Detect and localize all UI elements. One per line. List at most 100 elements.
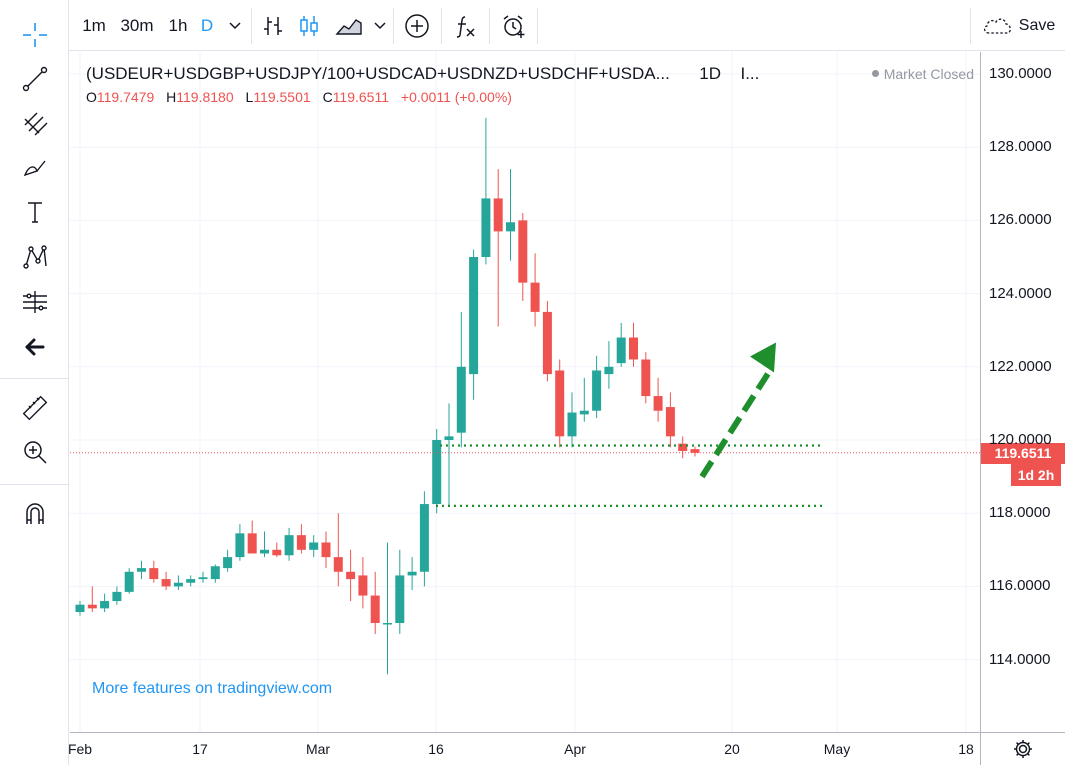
candle-body (395, 575, 405, 623)
candle-body (469, 257, 479, 375)
magnet-tool[interactable] (0, 494, 69, 534)
time-tick-label: 20 (724, 741, 740, 757)
price-axis[interactable]: 119.6511 1d 2h 130.0000 128.0000 126.0000 1… (980, 52, 1065, 732)
candles-icon (300, 15, 318, 36)
forecast-arrow-head-icon (750, 342, 776, 373)
candle-body (444, 436, 454, 440)
open-label: O (86, 89, 97, 105)
candles-style-button[interactable] (291, 0, 327, 51)
save-label: Save (1018, 16, 1056, 34)
candle-body (419, 504, 429, 572)
pattern-tool[interactable] (0, 237, 69, 277)
interval-dropdown-button[interactable] (221, 0, 249, 51)
candlestick-chart (70, 52, 980, 732)
price-tick-label: 128.0000 (989, 138, 1052, 156)
indicators-button[interactable] (445, 0, 487, 51)
low-value: 119.5501 (253, 89, 311, 105)
tradingview-link[interactable]: More features on tradingview.com (92, 680, 333, 697)
candle-body (112, 591, 122, 602)
candle-body (518, 220, 528, 283)
candle-body (616, 337, 626, 364)
price-tick-label: 120.0000 (989, 431, 1052, 448)
brush-tool[interactable] (0, 147, 69, 187)
brush-icon (23, 160, 46, 177)
interval-30m-button[interactable]: 30m (120, 15, 154, 35)
candle-body (223, 557, 233, 569)
toolbar-divider (537, 8, 538, 44)
crosshair-tool[interactable] (0, 15, 69, 55)
time-tick-label: 18 (958, 741, 974, 757)
text-icon (27, 202, 42, 223)
hide-toolbar-button[interactable] (0, 327, 69, 367)
function-icon (456, 15, 475, 38)
time-tick-label: 16 (428, 741, 444, 757)
measure-tool[interactable] (0, 388, 69, 428)
settings-button[interactable] (980, 732, 1065, 765)
candle-body (358, 575, 368, 596)
plus-circle-icon (405, 13, 429, 38)
zoom-in-tool[interactable] (0, 432, 69, 472)
chevron-down-icon (229, 21, 241, 29)
time-tick-label: Mar (305, 741, 331, 757)
toolbar-divider (489, 8, 490, 44)
alert-button[interactable] (493, 0, 535, 51)
chart-pane[interactable]: (USDEUR+USDGBP+USDJPY/100+USDCAD+USDNZD+… (70, 52, 980, 732)
chart-style-dropdown-button[interactable] (369, 0, 391, 51)
back-arrow-icon (25, 338, 44, 356)
pitchfork-tool[interactable] (0, 103, 69, 143)
candle-body (579, 410, 589, 415)
open-value: 119.7479 (96, 89, 155, 105)
magnet-icon (25, 503, 44, 524)
time-axis[interactable]: Feb 17 Mar 16 Apr 20 May 18 (67, 732, 980, 765)
bars-style-button[interactable] (255, 0, 291, 51)
candle-body (309, 542, 319, 550)
candle-body (100, 601, 110, 609)
interval-1h-button[interactable]: 1h (168, 15, 188, 35)
candle-body (284, 535, 294, 556)
candle-body (333, 557, 343, 572)
close-value: 119.6511 (332, 89, 390, 105)
legend-interval: 1D (699, 64, 722, 83)
compare-button[interactable] (397, 0, 437, 51)
time-tick-label: Feb (67, 741, 93, 757)
area-style-button[interactable] (329, 0, 369, 51)
candle-body (87, 604, 97, 609)
symbol-name[interactable]: (USDEUR+USDGBP+USDJPY/100+USDCAD+USDNZD+… (86, 64, 670, 83)
forecast-tool[interactable] (0, 282, 69, 322)
interval-1m-button[interactable]: 1m (82, 15, 106, 35)
top-toolbar: 1m 30m 1h D (69, 0, 1065, 51)
drawing-toolbar (0, 0, 69, 765)
current-price-label: 119.6511 (981, 442, 1065, 464)
candle-body (641, 359, 651, 397)
area-chart-icon (335, 18, 362, 35)
gear-icon (1014, 740, 1032, 758)
price-tick-label: 118.0000 (989, 504, 1051, 522)
candle-body (198, 577, 208, 580)
candle-body (161, 579, 171, 587)
high-value: 119.8180 (176, 89, 234, 105)
crosshair-icon (22, 23, 47, 47)
price-tick-label: 114.0000 (989, 650, 1051, 668)
trend-line-icon (22, 66, 47, 92)
toolbar-divider (441, 8, 442, 44)
price-tick-label: 126.0000 (989, 211, 1052, 229)
pattern-icon (22, 245, 47, 269)
candle-body (407, 571, 417, 576)
candle-body (346, 571, 356, 580)
candle-body (370, 595, 380, 623)
candle-body (173, 582, 183, 587)
candle-body (75, 604, 85, 613)
candle-body (555, 370, 565, 437)
trend-line-tool[interactable] (0, 59, 69, 99)
change-value: +0.0011 (+0.00%) (400, 89, 512, 105)
chevron-down-icon (374, 21, 386, 29)
text-tool[interactable] (0, 192, 69, 232)
candle-body (542, 311, 552, 375)
interval-d-button[interactable]: D (200, 15, 214, 35)
save-button[interactable]: Save (974, 0, 1062, 51)
candle-body (592, 370, 602, 411)
candle-body (124, 571, 134, 592)
toolbar-divider (0, 378, 69, 379)
candle-body (432, 440, 442, 505)
